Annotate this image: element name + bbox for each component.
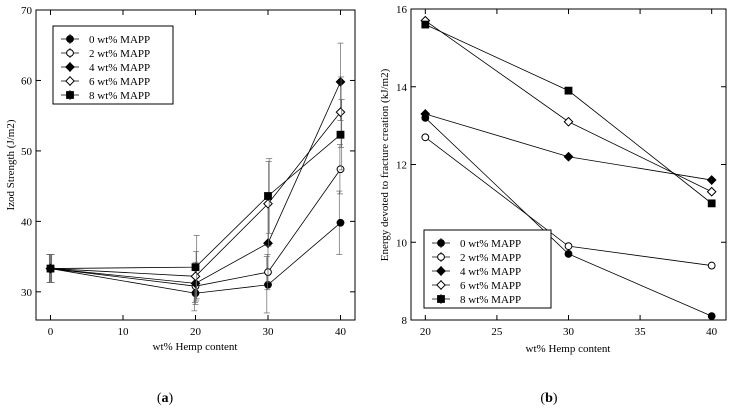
axis-ticks-a: 0 10 20 30 40 30 40 50 60 70	[21, 5, 355, 338]
data-point-3-2	[263, 198, 273, 209]
data-point-3-3	[335, 107, 346, 118]
data-point-4-0	[421, 20, 430, 29]
series-line-4	[50, 134, 341, 269]
data-point-1-0	[421, 133, 430, 142]
data-point-3-1	[190, 271, 201, 282]
x-axis-label-a: wt% Hemp content	[153, 341, 238, 353]
data-point-2-1	[563, 151, 574, 162]
data-point-0-2	[264, 280, 272, 289]
data-point-1-1	[564, 242, 573, 251]
legend-marker-4	[66, 91, 74, 99]
legend-label-2: 4 wt% MAPP	[460, 266, 521, 278]
legend-a: 0 wt% MAPP 2 wt% MAPP 4 wt% MAPP 6 wt% MAPP…	[52, 25, 174, 105]
legend-label-3: 6 wt% MAPP	[460, 280, 521, 292]
panel-letter-b: b	[545, 391, 553, 406]
legend-marker-0	[437, 239, 445, 247]
y-tick-label: 10	[396, 237, 408, 249]
x-tick-label: 35	[635, 326, 647, 338]
data-point-4-2	[264, 192, 272, 200]
data-point-1-2	[707, 261, 716, 270]
series-group-a	[45, 42, 346, 314]
x-axis-label-b: wt% Hemp content	[526, 343, 611, 355]
data-point-3-1	[563, 116, 574, 127]
y-axis-label-b: Energy devoted to fracture creation (kJ/…	[379, 68, 391, 261]
legend-marker-2	[436, 266, 446, 276]
x-tick-label: 40	[706, 326, 718, 338]
series-line-3	[425, 20, 712, 193]
x-tick-label: 0	[48, 326, 54, 338]
series-line-1	[50, 168, 341, 287]
data-point-0-3	[336, 218, 345, 227]
panel-a-izod-strength: 0 10 20 30 40 30 40 50 60 70 wt% Hemp content Izo…	[5, 5, 356, 406]
y-tick-label: 16	[396, 4, 408, 16]
data-point-1-3	[336, 165, 345, 174]
data-point-4-0	[46, 264, 55, 273]
y-tick-label: 14	[396, 82, 408, 94]
legend-label-0: 0 wt% MAPP	[460, 238, 521, 250]
data-point-0-2	[707, 312, 716, 321]
series-line-0	[50, 222, 341, 294]
axis-ticks-b: 20 25 30 35 40 8 10 12 14 16	[396, 4, 726, 338]
data-point-2-0	[420, 109, 431, 119]
legend-label-2: 4 wt% MAPP	[89, 62, 150, 74]
legend-label-4: 8 wt% MAPP	[89, 90, 150, 102]
x-tick-label: 20	[190, 326, 202, 338]
data-point-4-1	[564, 86, 573, 95]
data-point-3-2	[706, 186, 717, 197]
data-point-4-2	[707, 199, 716, 208]
legend-marker-4	[437, 295, 445, 303]
x-tick-label: 30	[563, 326, 575, 338]
x-tick-label: 25	[491, 326, 503, 338]
data-point-0-1	[564, 250, 573, 258]
data-point-4-1	[191, 263, 200, 272]
legend-label-0: 0 wt% MAPP	[89, 34, 150, 46]
data-point-2-2	[263, 238, 273, 249]
panel-label-b: (b)	[540, 391, 557, 406]
data-point-2-3	[335, 76, 346, 87]
y-tick-label: 8	[402, 315, 408, 327]
y-tick-label: 12	[396, 160, 407, 172]
y-tick-label: 60	[21, 75, 33, 87]
legend-marker-1	[66, 49, 74, 57]
legend-marker-3	[436, 280, 446, 290]
legend-label-3: 6 wt% MAPP	[89, 76, 150, 88]
y-axis-label-a: Izod Strength (J/m2)	[5, 119, 17, 210]
legend-marker-0	[66, 35, 74, 43]
panel-label-a: (a)	[157, 391, 174, 406]
x-tick-label: 10	[118, 326, 130, 338]
legend-marker-3	[65, 76, 75, 86]
data-point-2-2	[706, 175, 717, 185]
y-tick-label: 70	[21, 5, 33, 17]
series-line-2	[50, 81, 341, 284]
legend-marker-1	[437, 253, 445, 261]
series-group-b	[420, 15, 717, 321]
legend-label-4: 8 wt% MAPP	[460, 294, 521, 306]
y-tick-label: 50	[21, 146, 33, 158]
y-tick-label: 30	[21, 287, 33, 299]
y-tick-label: 40	[21, 216, 33, 228]
panel-letter-a: a	[162, 391, 169, 406]
data-point-4-3	[336, 130, 345, 139]
data-point-2-1	[190, 278, 201, 289]
panel-b-fracture-energy: 20 25 30 35 40 8 10 12 14 16 wt% Hemp content Ene…	[379, 4, 727, 406]
x-tick-label: 20	[420, 326, 432, 338]
legend-label-1: 2 wt% MAPP	[89, 48, 150, 60]
legend-marker-2	[65, 62, 75, 72]
x-tick-label: 30	[263, 326, 275, 338]
x-tick-label: 40	[335, 326, 347, 338]
legend-label-1: 2 wt% MAPP	[460, 252, 521, 264]
series-line-3	[50, 111, 341, 277]
legend-b: 0 wt% MAPP 2 wt% MAPP 4 wt% MAPP 6 wt% MAPP…	[423, 229, 552, 309]
